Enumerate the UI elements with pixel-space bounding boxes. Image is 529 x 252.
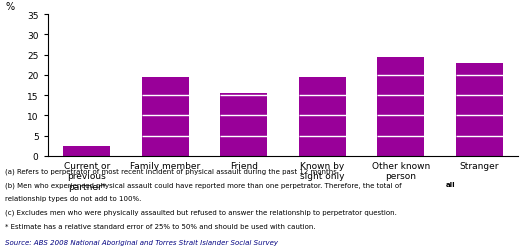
Text: Source: ABS 2008 National Aboriginal and Torres Strait Islander Social Survey: Source: ABS 2008 National Aboriginal and… (5, 239, 278, 245)
Bar (220, 94, 267, 156)
Text: relationship types do not add to 100%.: relationship types do not add to 100%. (5, 195, 142, 201)
Bar (63, 146, 111, 156)
Text: all: all (446, 181, 455, 187)
Bar (455, 64, 503, 156)
Text: (b) Men who experienced physical assault could have reported more than one perpe: (b) Men who experienced physical assault… (5, 181, 413, 188)
Bar (142, 78, 189, 156)
Bar (377, 57, 424, 156)
Text: * Estimate has a relative standard error of 25% to 50% and should be used with c: * Estimate has a relative standard error… (5, 223, 316, 229)
Bar (299, 78, 346, 156)
Text: %: % (5, 2, 14, 12)
Text: (a) Refers to perpetrator of most recent incident of physical assault during the: (a) Refers to perpetrator of most recent… (5, 168, 337, 174)
Text: (b) Men who experienced physical assault could have reported more than one perpe: (b) Men who experienced physical assault… (5, 181, 404, 188)
Text: (c) Excludes men who were physically assaulted but refused to answer the relatio: (c) Excludes men who were physically ass… (5, 209, 397, 216)
